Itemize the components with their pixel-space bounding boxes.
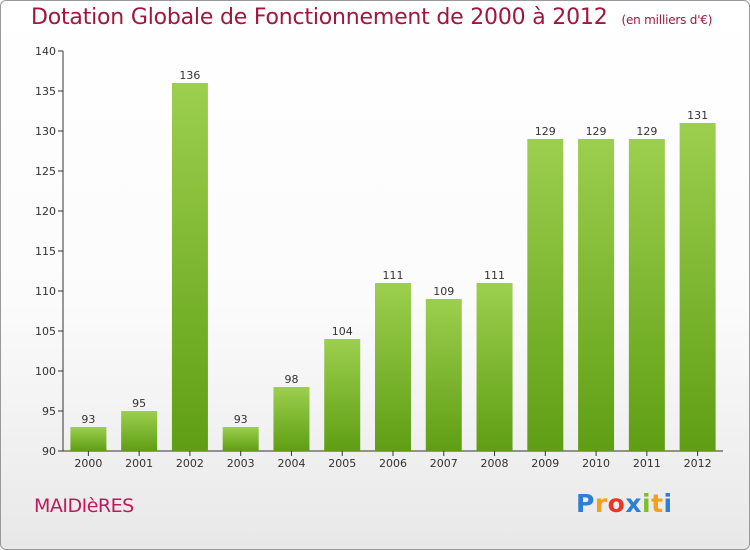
bar: [171, 83, 208, 451]
x-tick-label: 2005: [328, 457, 356, 470]
bar-value-label: 98: [284, 373, 298, 386]
chart-axes: 90 95 100 105 110 115 120 125 130 135 140 2000 2001 2…: [35, 45, 723, 470]
bar-value-label: 109: [433, 285, 454, 298]
bar-value-label: 129: [535, 125, 556, 138]
chart-title-text: Dotation Globale de Fonctionnement de 20…: [31, 5, 608, 30]
logo-letter: i: [663, 489, 673, 518]
x-tick-label: 2007: [430, 457, 458, 470]
y-tick-label: 135: [35, 85, 56, 98]
x-tick-label: 2009: [531, 457, 559, 470]
bar-value-label: 129: [586, 125, 607, 138]
bar: [578, 139, 615, 451]
bar-value-label: 131: [687, 109, 708, 122]
x-tick-label: 2001: [125, 457, 153, 470]
bar-value-label: 93: [81, 413, 95, 426]
chart-unit-label: (en milliers d'€): [621, 13, 713, 27]
logo-letter: i: [642, 489, 652, 518]
proxiti-logo: Proxiti: [576, 489, 673, 518]
bar-value-label: 95: [132, 397, 146, 410]
x-tick-label: 2004: [277, 457, 305, 470]
bar-value-label: 111: [383, 269, 404, 282]
x-tick-label: 2008: [481, 457, 509, 470]
y-tick-label: 110: [35, 285, 56, 298]
logo-letter: x: [625, 489, 642, 518]
bar: [222, 427, 259, 451]
y-tick-label: 90: [42, 445, 56, 458]
bar-value-label: 104: [332, 325, 353, 338]
bar-value-label: 93: [234, 413, 248, 426]
x-tick-label: 2012: [684, 457, 712, 470]
y-tick-label: 95: [42, 405, 56, 418]
bar: [527, 139, 564, 451]
logo-letter: t: [651, 489, 664, 518]
bar: [425, 299, 462, 451]
y-tick-label: 130: [35, 125, 56, 138]
bar: [70, 427, 107, 451]
x-tick-label: 2003: [227, 457, 255, 470]
bar-value-label: 136: [179, 69, 200, 82]
y-tick-label: 115: [35, 245, 56, 258]
y-tick-label: 120: [35, 205, 56, 218]
bar: [628, 139, 665, 451]
bar: [324, 339, 361, 451]
bar: [121, 411, 158, 451]
chart-bars: [70, 83, 716, 451]
bar: [476, 283, 513, 451]
y-tick-label: 105: [35, 325, 56, 338]
bar-value-label: 111: [484, 269, 505, 282]
y-tick-label: 140: [35, 45, 56, 58]
logo-letter: o: [607, 489, 626, 518]
chart-title: Dotation Globale de Fonctionnement de 20…: [31, 5, 712, 30]
x-tick-label: 2011: [633, 457, 661, 470]
x-tick-label: 2010: [582, 457, 610, 470]
x-tick-label: 2000: [74, 457, 102, 470]
commune-name: MAIDIèRES: [34, 495, 134, 517]
chart-data-labels: 93 95 136 93 98 104 111 109 111 129 129 129 131: [81, 69, 708, 426]
y-tick-label: 125: [35, 165, 56, 178]
y-tick-label: 100: [35, 365, 56, 378]
logo-letter: P: [576, 489, 595, 518]
bar: [273, 387, 310, 451]
x-tick-label: 2006: [379, 457, 407, 470]
bar: [679, 123, 716, 451]
x-tick-label: 2002: [176, 457, 204, 470]
logo-letter: r: [594, 489, 608, 518]
bar-value-label: 129: [636, 125, 657, 138]
bar: [375, 283, 411, 451]
